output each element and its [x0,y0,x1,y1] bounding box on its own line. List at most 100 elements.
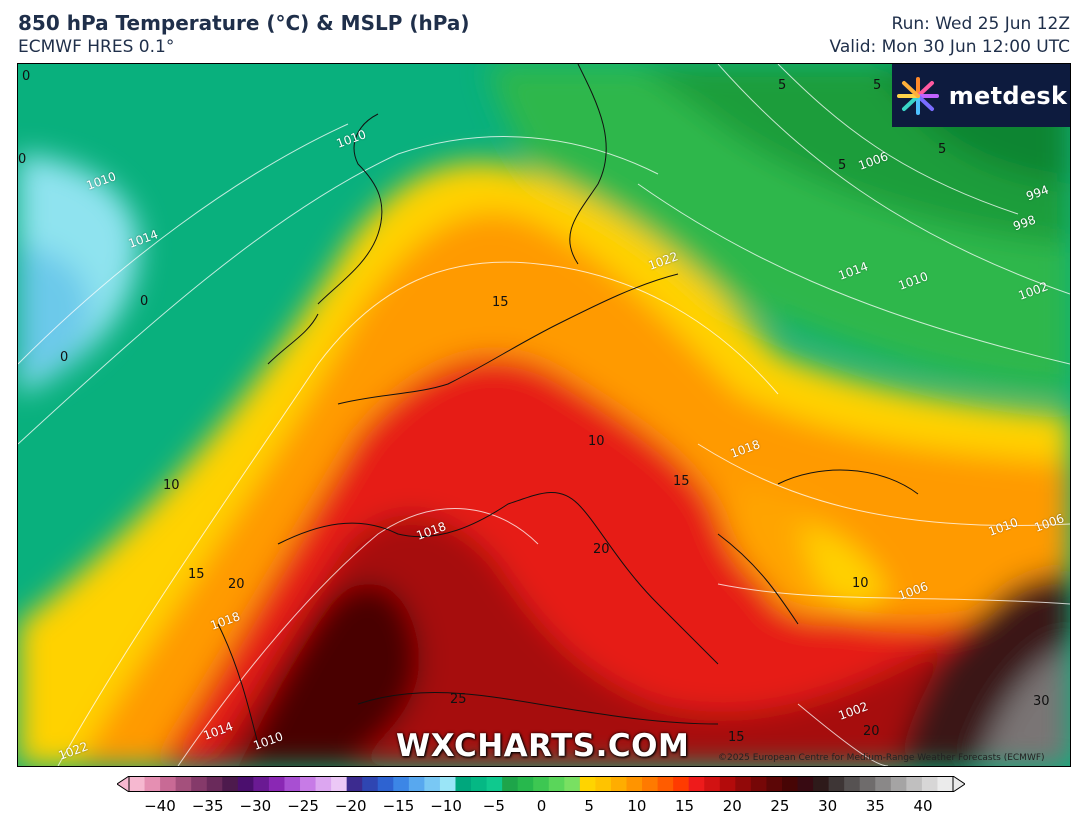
temperature-isotherm-label: 10 [163,478,180,493]
colorbar-swatch [222,776,239,792]
colorbar-swatch [859,776,876,792]
chart-header-right: Run: Wed 25 Jun 12Z Valid: Mon 30 Jun 12… [830,13,1070,59]
colorbar-tick-label: 40 [913,797,933,815]
colorbar-swatch [937,776,954,792]
temperature-isotherm-label: 5 [778,78,787,93]
colorbar-swatch [875,776,892,792]
colorbar-swatch [408,776,425,792]
colorbar-swatch [486,776,503,792]
temperature-isotherm-label: 20 [228,577,245,592]
colorbar-swatch [844,776,861,792]
colorbar-swatch [160,776,177,792]
temperature-isotherm-label: 10 [852,576,869,591]
colorbar-swatch [704,776,721,792]
colorbar-svg [116,775,966,793]
colorbar-swatch [502,776,519,792]
colorbar-tick-label: −15 [382,797,415,815]
colorbar-min-arrow [116,775,130,793]
colorbar-swatch [906,776,923,792]
temperature-field [18,64,1070,766]
temperature-isotherm-label: 15 [188,567,205,582]
temperature-isotherm-label: 10 [588,434,605,449]
colorbar-swatch [129,776,146,792]
watermark: WXCHARTS.COM [396,728,690,764]
colorbar-swatch [673,776,690,792]
colorbar-swatch [439,776,456,792]
colorbar-tick-label: 5 [584,797,594,815]
temperature-isotherm-label: 15 [492,295,509,310]
colorbar-swatch [890,776,907,792]
colorbar-max-arrow [952,775,966,793]
colorbar-swatch [144,776,161,792]
colorbar-tick-label: −5 [482,797,505,815]
colorbar-swatch [331,776,348,792]
colorbar-tick-label: −40 [144,797,176,815]
colorbar-swatch [657,776,674,792]
temperature-isotherm-label: 30 [1033,694,1050,709]
colorbar-tick-label: 10 [627,797,647,815]
temperature-isotherm-label: 20 [593,542,610,557]
colorbar-swatch [517,776,534,792]
colorbar-swatch [610,776,628,792]
colorbar-swatch [766,776,783,792]
colorbar-swatch [828,776,845,792]
temperature-isotherm-label: 5 [938,142,947,157]
temperature-isotherm-label: 5 [873,78,882,93]
model-name: ECMWF HRES 0.1° [18,37,175,57]
colorbar-tick-label: −30 [239,797,272,815]
temperature-isotherm-label: 0 [140,294,149,309]
colorbar-swatch [284,776,301,792]
colorbar-tick-label: −25 [287,797,319,815]
colorbar-swatch [921,776,938,792]
colorbar-swatch [750,776,767,792]
colorbar-swatch [253,776,270,792]
colorbar-tick-label: 35 [865,797,885,815]
colorbar-swatch [377,776,394,792]
colorbar-swatch [362,776,379,792]
colorbar-swatch [315,776,332,792]
colorbar-ticks: −40 −35 −30 −25 −20 −15 −10 −5 0 5 10 15 20 25 30 35 40 [117,797,965,817]
colorbar-swatch [175,776,192,792]
temperature-isotherm-label: 15 [673,474,690,489]
colorbar-swatch [579,776,596,792]
colorbar-frame [128,776,954,792]
colorbar-swatch [346,776,363,792]
colorbar-swatch [300,776,317,792]
colorbar-swatch [191,776,208,792]
colorbar-tick-label: −20 [334,797,367,815]
colorbar-swatch [719,776,736,792]
colorbar-tick-label: 25 [770,797,790,815]
coastlines [217,64,919,745]
colorbar-swatch [455,776,472,792]
chart-title: 850 hPa Temperature (°C) & MSLP (hPa) [18,11,470,35]
colorbar-swatch [688,776,705,792]
colorbar-swatch [268,776,285,792]
colorbar-tick-label: 15 [675,797,695,815]
metdesk-brand[interactable]: metdesk [892,64,1070,127]
starburst-logo-icon [896,76,939,115]
isobars [18,64,1070,766]
colorbar-swatch [564,776,581,792]
temperature-isotherm-label: 0 [22,69,31,84]
weather-map[interactable]: 1010 1010 1014 1022 1014 1010 1006 994 998 1002 10… [17,63,1071,767]
colorbar-swatch [626,776,643,792]
colorbar-swatch [471,776,488,792]
colorbar-swatch [548,776,565,792]
temperature-isotherm-label: 0 [60,350,69,365]
colorbar-swatch [735,776,752,792]
temperature-isotherm-label: 15 [728,730,745,745]
valid-time: Valid: Mon 30 Jun 12:00 UTC [829,37,1070,57]
temperature-colorbar [116,775,966,793]
colorbar-tick-label: 0 [536,797,547,815]
colorbar-swatch [797,776,814,792]
colorbar-swatch [533,776,550,792]
colorbar-tick-label: −35 [191,797,224,815]
copyright-note: ©2025 European Centre for Medium-Range W… [718,753,1045,763]
colorbar-swatch [595,776,612,792]
brand-name: metdesk [948,81,1068,110]
colorbar-swatch [813,776,830,792]
run-time: Run: Wed 25 Jun 12Z [891,14,1070,34]
colorbar-swatch [642,776,659,792]
temperature-isotherm-label: 5 [838,158,847,173]
temperature-isotherm-label: 20 [863,724,880,739]
